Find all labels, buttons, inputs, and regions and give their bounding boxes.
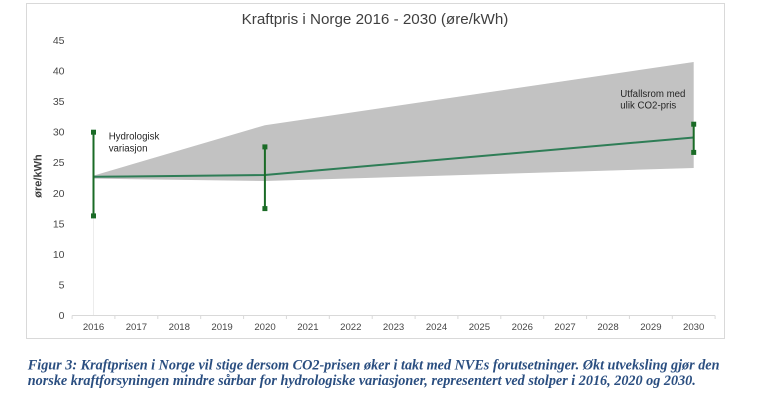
svg-text:5: 5 bbox=[59, 279, 65, 291]
svg-text:øre/kWh: øre/kWh bbox=[33, 154, 45, 198]
svg-text:35: 35 bbox=[53, 96, 65, 108]
svg-text:ulik CO2-pris: ulik CO2-pris bbox=[620, 101, 676, 112]
svg-text:2016: 2016 bbox=[83, 322, 104, 333]
svg-text:40: 40 bbox=[53, 66, 65, 78]
svg-text:2030: 2030 bbox=[683, 322, 704, 333]
svg-text:2020: 2020 bbox=[254, 322, 275, 333]
svg-text:30: 30 bbox=[53, 127, 65, 139]
svg-text:2027: 2027 bbox=[554, 322, 575, 333]
svg-text:2025: 2025 bbox=[469, 322, 490, 333]
svg-text:2028: 2028 bbox=[597, 322, 618, 333]
svg-text:2019: 2019 bbox=[211, 322, 232, 333]
svg-text:2026: 2026 bbox=[512, 322, 533, 333]
svg-text:Hydrologisk: Hydrologisk bbox=[109, 132, 160, 143]
svg-text:2018: 2018 bbox=[169, 322, 190, 333]
svg-text:Kraftpris i Norge 2016 - 2030: Kraftpris i Norge 2016 - 2030 (øre/kWh) bbox=[242, 11, 509, 28]
svg-text:25: 25 bbox=[53, 157, 65, 169]
svg-text:2017: 2017 bbox=[126, 322, 147, 333]
svg-text:2021: 2021 bbox=[297, 322, 318, 333]
svg-text:2029: 2029 bbox=[640, 322, 661, 333]
svg-text:2023: 2023 bbox=[383, 322, 404, 333]
svg-text:15: 15 bbox=[53, 218, 65, 230]
svg-text:45: 45 bbox=[53, 35, 65, 47]
svg-text:0: 0 bbox=[59, 310, 65, 322]
svg-text:2022: 2022 bbox=[340, 322, 361, 333]
svg-text:variasjon: variasjon bbox=[109, 144, 148, 155]
svg-text:20: 20 bbox=[53, 188, 65, 200]
svg-text:norske kraftforsyningen mindre: norske kraftforsyningen mindre sårbar fo… bbox=[28, 373, 696, 389]
svg-text:10: 10 bbox=[53, 249, 65, 261]
svg-text:Figur 3: Kraftprisen i Norge v: Figur 3: Kraftprisen i Norge vil stige d… bbox=[27, 357, 720, 373]
svg-text:2024: 2024 bbox=[426, 322, 448, 333]
svg-text:Utfallsrom med: Utfallsrom med bbox=[620, 89, 685, 100]
